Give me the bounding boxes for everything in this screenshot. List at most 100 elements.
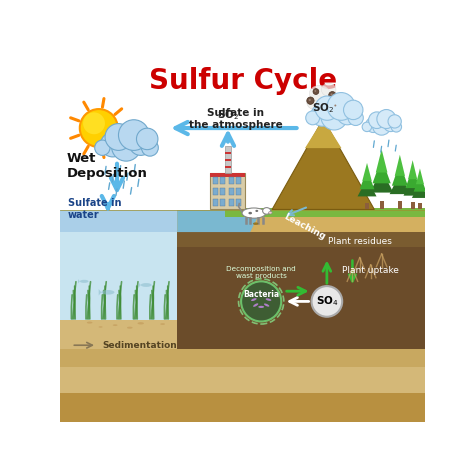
Circle shape <box>306 111 319 125</box>
Ellipse shape <box>253 303 258 307</box>
Ellipse shape <box>321 83 336 96</box>
Polygon shape <box>392 163 408 186</box>
Circle shape <box>337 104 358 125</box>
Ellipse shape <box>253 222 258 225</box>
Text: Leaching: Leaching <box>283 212 328 241</box>
Polygon shape <box>61 367 425 392</box>
Bar <box>229 199 234 206</box>
Polygon shape <box>61 210 250 232</box>
Polygon shape <box>373 158 391 183</box>
Bar <box>213 188 218 195</box>
Ellipse shape <box>101 290 114 295</box>
Polygon shape <box>177 246 425 349</box>
Circle shape <box>373 117 391 135</box>
Ellipse shape <box>127 327 133 328</box>
Text: Sedimentation: Sedimentation <box>102 341 177 350</box>
Polygon shape <box>61 392 425 422</box>
Ellipse shape <box>265 298 271 301</box>
Circle shape <box>314 90 316 92</box>
Bar <box>237 199 241 206</box>
Circle shape <box>328 91 336 99</box>
Circle shape <box>141 139 158 156</box>
Text: Plant residues: Plant residues <box>328 237 392 246</box>
Polygon shape <box>177 232 425 349</box>
Circle shape <box>377 109 396 128</box>
Polygon shape <box>360 170 374 189</box>
Text: Bacteria: Bacteria <box>243 291 279 300</box>
Circle shape <box>366 118 381 133</box>
Polygon shape <box>414 174 426 191</box>
Ellipse shape <box>322 98 338 111</box>
Bar <box>213 199 218 206</box>
Polygon shape <box>376 149 387 173</box>
Circle shape <box>311 104 333 126</box>
Circle shape <box>313 89 319 94</box>
Ellipse shape <box>87 321 92 324</box>
Circle shape <box>362 122 372 132</box>
Ellipse shape <box>264 303 269 307</box>
Polygon shape <box>138 282 141 288</box>
Bar <box>220 199 225 206</box>
Bar <box>229 188 234 195</box>
Polygon shape <box>362 163 372 181</box>
Text: Decomposition and
wast products: Decomposition and wast products <box>226 266 296 279</box>
Polygon shape <box>99 289 101 296</box>
Ellipse shape <box>310 85 330 101</box>
Circle shape <box>80 109 118 147</box>
Circle shape <box>137 128 158 150</box>
Text: Plant uptake: Plant uptake <box>342 266 399 275</box>
Polygon shape <box>305 119 341 148</box>
Bar <box>225 159 231 161</box>
Circle shape <box>118 120 149 150</box>
Polygon shape <box>406 167 420 188</box>
Polygon shape <box>61 349 425 367</box>
Polygon shape <box>390 173 410 194</box>
Circle shape <box>129 132 152 155</box>
Polygon shape <box>403 177 422 196</box>
Bar <box>229 177 234 184</box>
Bar <box>220 177 225 184</box>
Bar <box>225 152 231 154</box>
Polygon shape <box>61 319 250 349</box>
Circle shape <box>100 132 125 157</box>
Circle shape <box>321 104 347 130</box>
Polygon shape <box>357 178 376 196</box>
Circle shape <box>309 99 311 101</box>
Polygon shape <box>78 279 80 283</box>
Bar <box>237 177 241 184</box>
Polygon shape <box>177 210 261 232</box>
Polygon shape <box>225 209 425 218</box>
Circle shape <box>95 140 110 155</box>
Text: SO$_2$: SO$_2$ <box>217 108 239 122</box>
Ellipse shape <box>268 211 272 214</box>
Bar <box>410 202 415 210</box>
Circle shape <box>383 118 398 132</box>
Circle shape <box>111 132 141 161</box>
Bar <box>380 201 383 210</box>
Ellipse shape <box>258 306 264 308</box>
Polygon shape <box>61 232 250 319</box>
Bar <box>210 173 245 177</box>
Bar <box>225 146 231 173</box>
Circle shape <box>105 124 132 150</box>
Ellipse shape <box>255 210 258 212</box>
Ellipse shape <box>242 208 266 218</box>
Polygon shape <box>272 119 374 210</box>
Bar <box>225 166 231 168</box>
Ellipse shape <box>80 280 89 283</box>
Circle shape <box>330 93 333 96</box>
Polygon shape <box>395 155 405 176</box>
Text: Sulfate in
the atmosphere: Sulfate in the atmosphere <box>189 108 283 130</box>
Circle shape <box>334 104 337 107</box>
Ellipse shape <box>99 326 102 328</box>
Text: SO$_4$: SO$_4$ <box>316 294 338 308</box>
Text: Sulfur Cycle: Sulfur Cycle <box>149 67 337 95</box>
Ellipse shape <box>113 324 118 326</box>
Circle shape <box>307 97 314 104</box>
Circle shape <box>315 96 339 120</box>
Text: SO$_2$: SO$_2$ <box>312 101 334 115</box>
Polygon shape <box>412 182 428 198</box>
Ellipse shape <box>307 95 325 110</box>
Polygon shape <box>416 168 424 184</box>
Circle shape <box>333 103 339 109</box>
